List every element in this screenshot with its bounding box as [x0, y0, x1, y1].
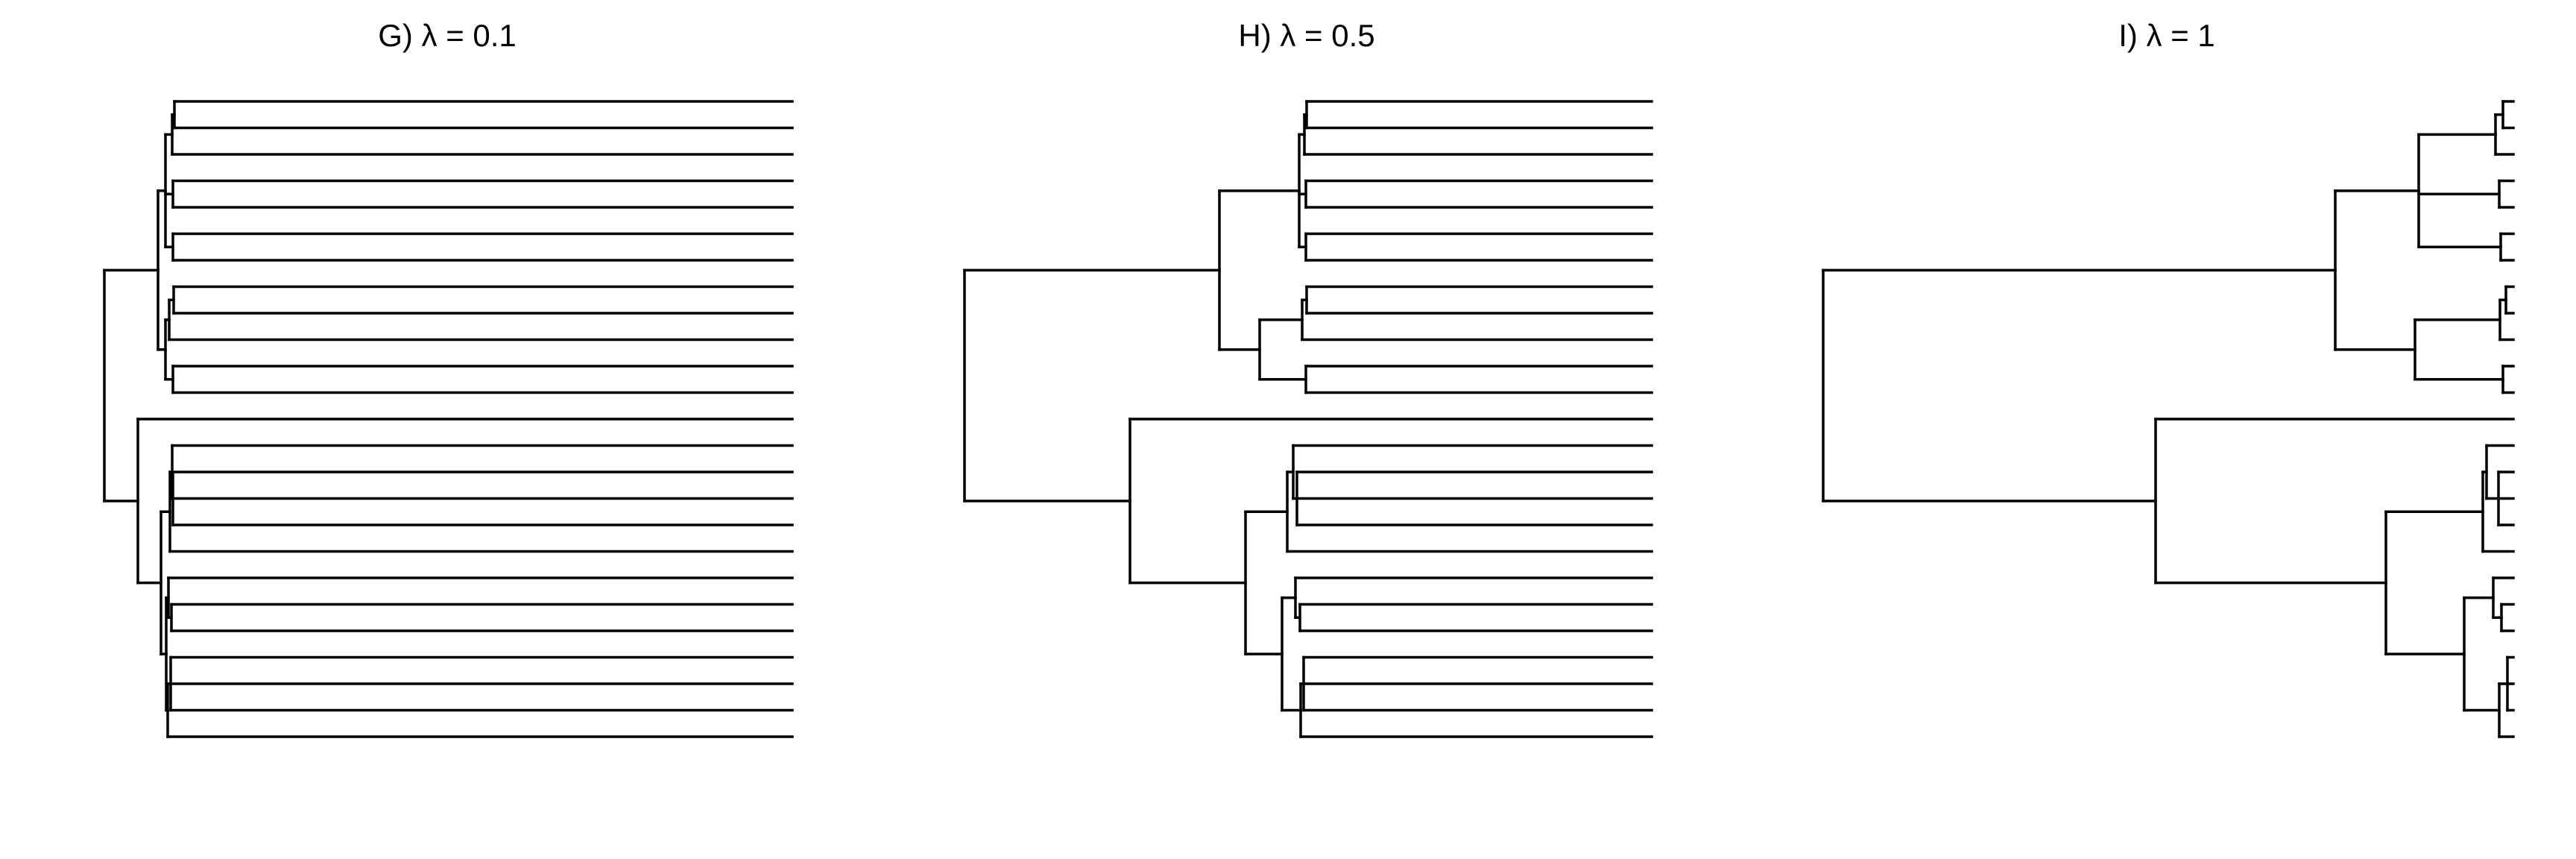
panel-g-title: G) λ = 0.1: [378, 18, 517, 53]
panel-i-title: I) λ = 1: [2118, 18, 2215, 53]
panel-h-title: H) λ = 0.5: [1238, 18, 1374, 53]
panel-i: I) λ = 1: [1822, 18, 2515, 738]
panel-h: H) λ = 0.5: [963, 18, 1653, 738]
panel-g: G) λ = 0.1: [103, 18, 794, 738]
panel-i-tree: [1822, 100, 2515, 738]
panel-h-tree: [963, 100, 1653, 738]
panel-g-tree: [103, 100, 794, 738]
